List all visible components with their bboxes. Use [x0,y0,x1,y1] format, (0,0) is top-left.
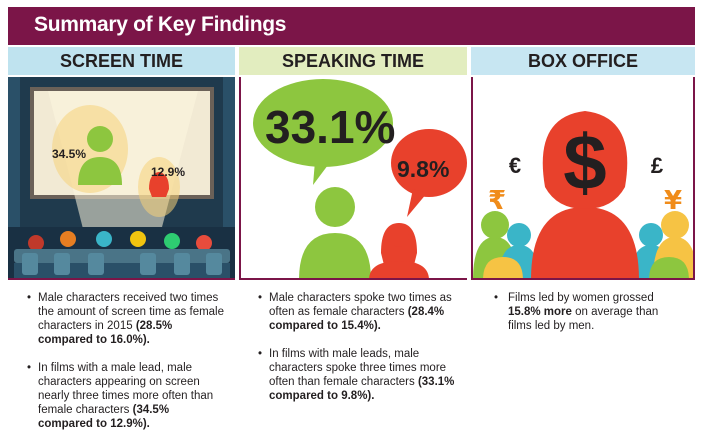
screen-female-pct: 12.9% [151,165,185,179]
page-title: Summary of Key Findings [34,13,287,36]
list-item: In films with a male lead, male characte… [27,361,227,431]
speaking-time-column: SPEAKING TIME 33.1% 9.8% [239,47,467,280]
dollar-symbol: $ [563,118,606,206]
list-item: In films with male leads, male character… [258,347,458,403]
speaking-time-findings: Male characters spoke two times as often… [258,291,458,417]
list-item: Male characters spoke two times as often… [258,291,458,333]
euro-symbol: € [509,153,521,178]
screen-time-heading: SCREEN TIME [8,47,235,75]
pound-symbol: £ [651,153,664,178]
screen-time-illustration: 34.5% 12.9% [8,77,235,280]
yen-symbol: ¥ [664,186,682,216]
speaking-time-heading: SPEAKING TIME [239,47,467,75]
speaking-male-pct: 33.1% [265,101,395,153]
box-office-column: BOX OFFICE $ € £ ₹ ¥ [471,47,695,280]
list-item: Films led by women grossed 15.8% more on… [494,291,684,333]
list-item: Male characters received two times the a… [27,291,227,347]
screen-time-column: SCREEN TIME [8,47,235,280]
box-office-illustration: $ € £ ₹ ¥ [471,77,695,280]
person-silhouette-icon [299,187,429,278]
box-office-findings: Films led by women grossed 15.8% more on… [494,291,684,347]
speaking-female-pct: 9.8% [397,156,449,182]
title-bar: Summary of Key Findings [8,7,695,45]
box-office-heading: BOX OFFICE [471,47,695,75]
speech-bubble-icon: 33.1% 9.8% [253,79,467,278]
currency-icon: $ € £ ₹ ¥ [473,111,693,278]
rupee-symbol: ₹ [488,186,506,216]
speaking-time-illustration: 33.1% 9.8% [239,77,467,280]
screen-male-pct: 34.5% [52,147,86,161]
screen-time-findings: Male characters received two times the a… [27,291,227,441]
cinema-screen-icon: 34.5% 12.9% [8,77,235,278]
audience-seats-icon [14,231,230,278]
